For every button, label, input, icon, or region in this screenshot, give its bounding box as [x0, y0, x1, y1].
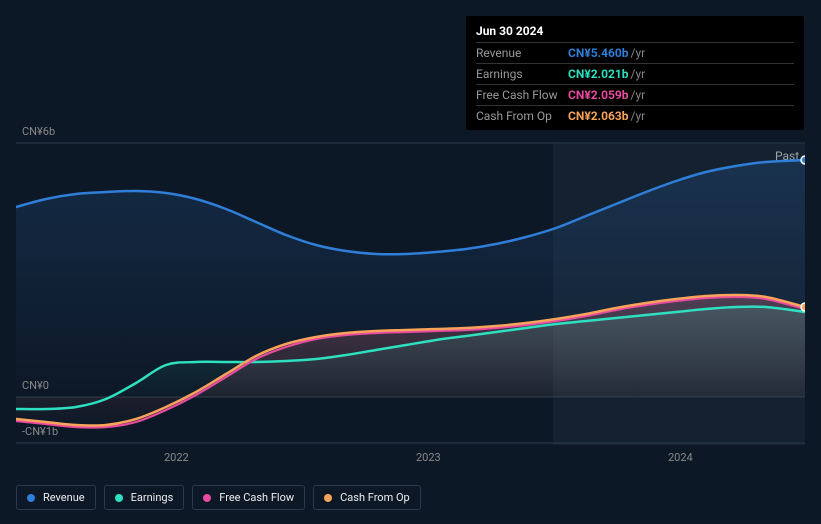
tooltip-row: RevenueCN¥5.460b/yr	[476, 43, 794, 64]
tooltip-suffix: /yr	[631, 46, 646, 60]
legend-swatch-icon	[203, 494, 211, 502]
tooltip-label: Free Cash Flow	[476, 88, 568, 102]
tooltip-label: Earnings	[476, 67, 568, 81]
legend-item-earnings[interactable]: Earnings	[104, 485, 185, 510]
tooltip-label: Revenue	[476, 46, 568, 60]
tooltip-row: Cash From OpCN¥2.063b/yr	[476, 106, 794, 126]
tooltip-suffix: /yr	[631, 109, 646, 123]
legend-label: Free Cash Flow	[219, 491, 294, 504]
series-end-marker-revenue	[801, 156, 805, 164]
tooltip-suffix: /yr	[631, 88, 646, 102]
legend-swatch-icon	[115, 494, 123, 502]
legend-swatch-icon	[27, 494, 35, 502]
tooltip-value: CN¥2.059b	[568, 88, 629, 102]
xaxis-tick-label: 2024	[668, 451, 693, 464]
legend-item-fcf[interactable]: Free Cash Flow	[192, 485, 305, 510]
chart-plot[interactable]	[16, 125, 805, 445]
chart-tooltip: Jun 30 2024RevenueCN¥5.460b/yrEarningsCN…	[466, 16, 804, 130]
legend-item-revenue[interactable]: Revenue	[16, 485, 96, 510]
tooltip-value: CN¥2.021b	[568, 67, 629, 81]
tooltip-value: CN¥5.460b	[568, 46, 629, 60]
legend-item-cfo[interactable]: Cash From Op	[313, 485, 421, 510]
legend-label: Cash From Op	[340, 491, 410, 504]
series-fill-revenue	[16, 160, 805, 397]
xaxis-tick-label: 2022	[164, 451, 189, 464]
series-end-marker-cfo	[801, 303, 805, 311]
tooltip-row: EarningsCN¥2.021b/yr	[476, 64, 794, 85]
tooltip-label: Cash From Op	[476, 109, 568, 123]
tooltip-row: Free Cash FlowCN¥2.059b/yr	[476, 85, 794, 106]
legend-swatch-icon	[324, 494, 332, 502]
legend-label: Revenue	[43, 491, 85, 504]
tooltip-suffix: /yr	[631, 67, 646, 81]
tooltip-title: Jun 30 2024	[476, 22, 794, 43]
xaxis-tick-label: 2023	[416, 451, 441, 464]
legend-label: Earnings	[131, 491, 174, 504]
tooltip-value: CN¥2.063b	[568, 109, 629, 123]
chart-legend: Revenue Earnings Free Cash Flow Cash From O…	[16, 485, 421, 510]
